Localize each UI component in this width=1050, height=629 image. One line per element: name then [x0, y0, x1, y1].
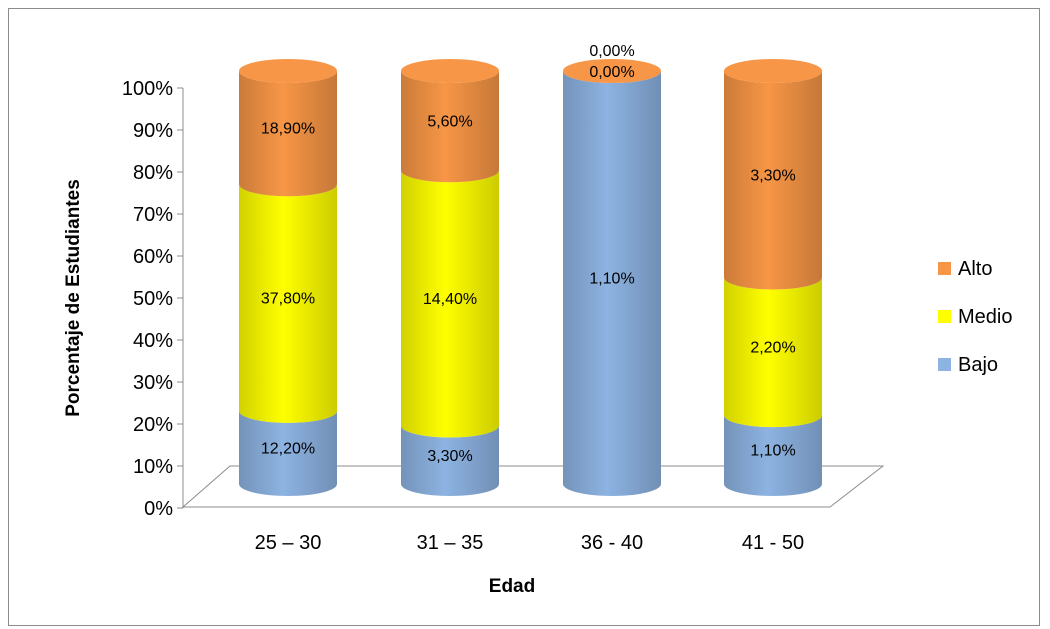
y-tick-label: 30%: [133, 372, 173, 394]
data-label-alto-2: 5,60%: [427, 114, 472, 131]
y-tick-label: 10%: [133, 456, 173, 478]
bar-alto-1: [239, 71, 337, 197]
y-tick-label: 70%: [133, 204, 173, 226]
chart-floor: [181, 465, 885, 508]
data-label-alto-3: 0,00%: [589, 43, 634, 60]
y-tick-label: 80%: [133, 162, 173, 184]
bar-bajo-1: [239, 410, 337, 496]
x-tick-label: 36 - 40: [581, 532, 643, 554]
legend-label-alto: Alto: [958, 258, 992, 280]
bar-alto-4: [724, 71, 822, 290]
x-axis: 25 – 30 31 – 35 36 - 40 41 - 50: [255, 532, 805, 554]
legend-swatch-medio: [938, 310, 951, 323]
legend-label-bajo: Bajo: [958, 354, 998, 376]
data-label-alto-4: 3,30%: [750, 167, 795, 184]
x-tick-label: 41 - 50: [742, 532, 804, 554]
data-label-medio-4: 2,20%: [750, 339, 795, 356]
y-axis-title: Porcentaje de Estudiantes: [63, 179, 84, 417]
bar-top-cap: [401, 59, 499, 83]
legend-swatch-bajo: [938, 358, 951, 371]
bar-top-cap: [724, 59, 822, 83]
data-label-medio-3: 0,00%: [589, 64, 634, 81]
y-tick-label: 50%: [133, 288, 173, 310]
x-tick-label: 31 – 35: [417, 532, 484, 554]
bar-medio-1: [239, 184, 337, 423]
bar-top-cap: [563, 59, 661, 83]
data-label-bajo-3: 1,10%: [589, 271, 634, 288]
plot-area: [239, 59, 822, 496]
bar-bajo-4: [724, 415, 822, 496]
bar-bajo-2: [401, 425, 499, 496]
bar-medio-4: [724, 277, 822, 428]
data-label-alto-1: 18,90%: [261, 121, 315, 138]
y-tick-label: 100%: [122, 78, 173, 100]
data-label-medio-2: 14,40%: [423, 291, 477, 308]
legend-swatch-alto: [938, 262, 951, 275]
legend-label-medio: Medio: [958, 306, 1012, 328]
x-axis-title: Edad: [489, 576, 535, 597]
bar-bajo-3: [563, 71, 661, 496]
y-tick-label: 20%: [133, 414, 173, 436]
floor-plane: [181, 465, 885, 508]
legend: Alto Medio Bajo: [938, 258, 1012, 376]
data-label-bajo-1: 12,20%: [261, 440, 315, 457]
y-tick-label: 40%: [133, 330, 173, 352]
x-tick-label: 25 – 30: [255, 532, 322, 554]
data-label-bajo-4: 1,10%: [750, 443, 795, 460]
data-label-bajo-2: 3,30%: [427, 448, 472, 465]
y-tick-label: 0%: [144, 498, 173, 520]
bar-medio-2: [401, 170, 499, 438]
data-label-medio-1: 37,80%: [261, 291, 315, 308]
y-tick-label: 90%: [133, 120, 173, 142]
data-labels: 12,20% 37,80% 18,90% 3,30% 14,40% 5,60% 1,10% 0…: [261, 43, 796, 465]
bar-alto-2: [401, 71, 499, 183]
y-tick-label: 60%: [133, 246, 173, 268]
bar-top-cap: [239, 59, 337, 83]
chart-frame: [8, 8, 1040, 626]
y-axis: 0% 10% 20% 30% 40% 50% 60% 70% 80% 90% 100%: [122, 78, 184, 520]
